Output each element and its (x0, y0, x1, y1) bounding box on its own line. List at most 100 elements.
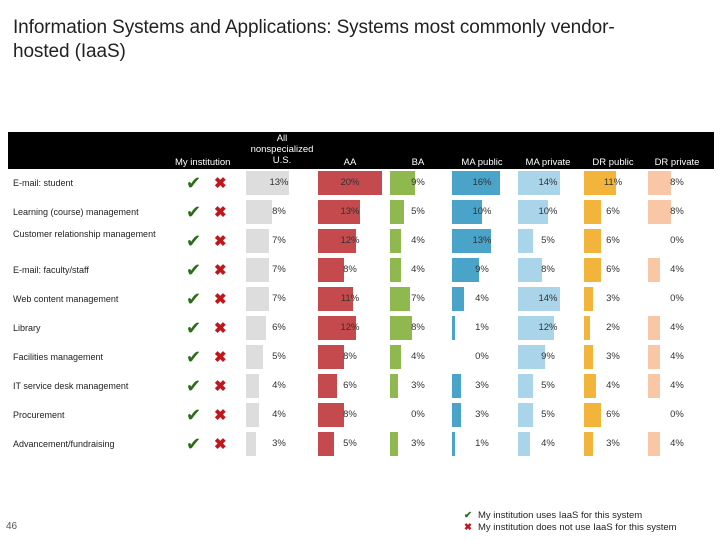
cell-value: 3% (475, 380, 489, 391)
table-cell: 3% (390, 374, 446, 398)
value-bar (452, 229, 491, 253)
cell-value: 12% (340, 322, 360, 333)
value-bar (390, 287, 410, 311)
value-bar (518, 200, 548, 224)
check-icon: ✔ (186, 405, 202, 425)
value-bar (246, 432, 256, 456)
header-ma-public: MA public (461, 157, 503, 168)
cell-value: 0% (670, 235, 684, 246)
table-cell: 3% (584, 345, 642, 369)
value-bar (648, 345, 660, 369)
row-label: Learning (course) management (13, 207, 139, 217)
cell-value: 6% (606, 264, 620, 275)
cell-value: 4% (670, 264, 684, 275)
cell-value: 13% (472, 235, 492, 246)
value-bar (518, 287, 560, 311)
cross-icon: ✖ (464, 522, 472, 533)
value-bar (246, 258, 270, 282)
table-cell: 8% (518, 258, 578, 282)
value-bar (390, 200, 404, 224)
table-cell: 8% (648, 171, 706, 195)
value-bar (518, 229, 533, 253)
cross-icon: ✖ (214, 378, 227, 395)
value-bar (390, 229, 402, 253)
table-cell: 4% (518, 432, 578, 456)
table-cell: 10% (518, 200, 578, 224)
table-cell: 4% (648, 374, 706, 398)
table-cell: 13% (452, 229, 512, 253)
table-cell: 12% (318, 316, 382, 340)
value-bar (452, 258, 479, 282)
table-cell: 4% (246, 374, 312, 398)
cell-value: 5% (272, 351, 286, 362)
cell-value: 10% (472, 206, 492, 217)
table-cell: 5% (518, 374, 578, 398)
value-bar (452, 200, 482, 224)
table-cell: 8% (318, 258, 382, 282)
value-bar (584, 229, 602, 253)
value-bar (318, 432, 334, 456)
table-cell: 4% (584, 374, 642, 398)
row-label: Customer relationship management (13, 229, 156, 239)
cross-icon: ✖ (214, 349, 227, 366)
cell-value: 3% (606, 293, 620, 304)
header-ma-private: MA private (525, 157, 571, 168)
cell-value: 5% (541, 409, 555, 420)
value-bar (318, 374, 338, 398)
check-icon: ✔ (464, 510, 472, 521)
table-cell: 8% (318, 403, 382, 427)
value-bar (318, 258, 344, 282)
legend-label: My institution does not use IaaS for thi… (478, 522, 677, 533)
cell-value: 8% (670, 206, 684, 217)
value-bar (246, 171, 289, 195)
cell-value: 1% (475, 322, 489, 333)
cell-value: 8% (343, 264, 357, 275)
cross-icon: ✖ (214, 262, 227, 279)
check-icon: ✔ (186, 173, 202, 193)
value-bar (318, 403, 344, 427)
legend-item: ✔ My institution uses IaaS for this syste… (458, 510, 642, 522)
cell-value: 10% (538, 206, 558, 217)
value-bar (518, 316, 554, 340)
table-cell: 16% (452, 171, 512, 195)
cell-value: 14% (538, 293, 558, 304)
value-bar (584, 258, 602, 282)
cell-value: 13% (269, 177, 289, 188)
header-aa: AA (343, 157, 357, 168)
row-label: E-mail: student (13, 178, 74, 188)
table-cell: 4% (648, 345, 706, 369)
table-cell: 7% (246, 287, 312, 311)
cross-icon: ✖ (214, 407, 227, 424)
cross-icon: ✖ (214, 233, 227, 250)
value-bar (390, 316, 413, 340)
cell-value: 8% (343, 351, 357, 362)
cell-value: 16% (472, 177, 492, 188)
cell-value: 4% (475, 293, 489, 304)
table-cell: 0% (648, 287, 706, 311)
table-cell: 4% (648, 258, 706, 282)
cell-value: 8% (343, 409, 357, 420)
table-cell: 7% (246, 229, 312, 253)
table-cell: 12% (518, 316, 578, 340)
page-title: Information Systems and Applications: Sy… (13, 17, 615, 62)
cell-value: 6% (272, 322, 286, 333)
table-cell: 6% (584, 403, 642, 427)
table-cell: 4% (390, 229, 446, 253)
value-bar (390, 432, 399, 456)
value-bar (648, 374, 660, 398)
table-cell: 2% (584, 316, 642, 340)
value-bar (318, 345, 344, 369)
value-bar (452, 432, 455, 456)
cell-value: 6% (606, 206, 620, 217)
cell-value: 6% (343, 380, 357, 391)
cell-value: 9% (475, 264, 489, 275)
value-bar (452, 316, 455, 340)
cell-value: 4% (411, 351, 425, 362)
table-cell: 4% (246, 403, 312, 427)
cell-value: 0% (411, 409, 425, 420)
value-bar (648, 432, 660, 456)
table-cell: 0% (390, 403, 446, 427)
table-cell: 8% (648, 200, 706, 224)
value-bar (518, 403, 533, 427)
cell-value: 12% (340, 235, 360, 246)
